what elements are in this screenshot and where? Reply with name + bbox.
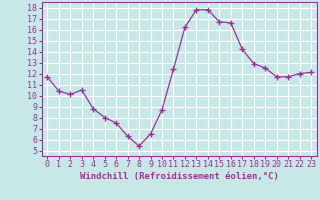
X-axis label: Windchill (Refroidissement éolien,°C): Windchill (Refroidissement éolien,°C) (80, 172, 279, 181)
